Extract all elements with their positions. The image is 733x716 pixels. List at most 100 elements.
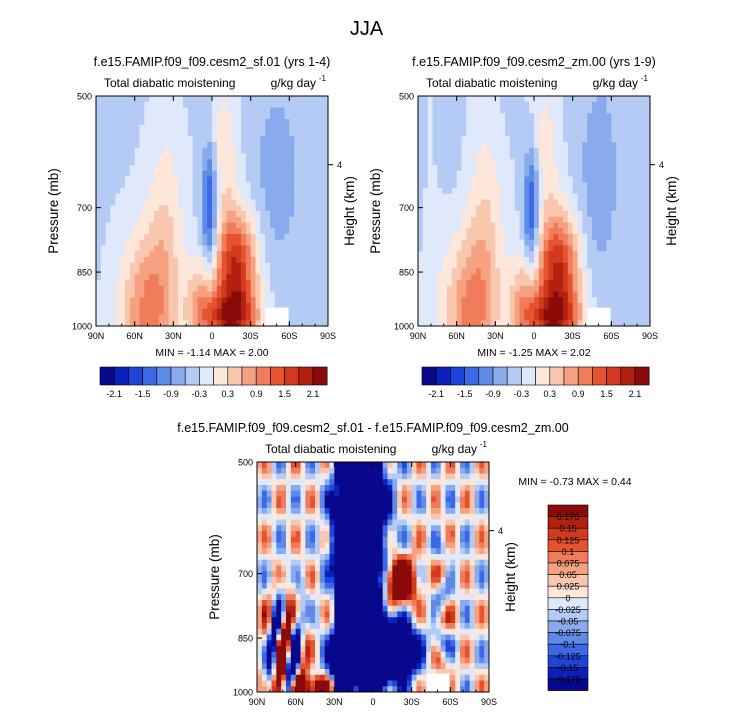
heatmap-cell: [422, 205, 429, 212]
heatmap-cell: [625, 199, 632, 206]
heatmap-cell: [601, 257, 607, 264]
heatmap-cell: [630, 119, 636, 126]
heatmap-cell: [363, 502, 369, 509]
heatmap-cell: [437, 182, 443, 189]
heatmap-cell: [368, 554, 374, 561]
heatmap-cell: [344, 577, 350, 584]
heatmap-cell: [144, 170, 150, 177]
heatmap-cell: [168, 285, 174, 292]
heatmap-cell: [318, 228, 324, 235]
heatmap-cell: [368, 559, 374, 566]
heatmap-cell: [100, 119, 107, 126]
heatmap-cell: [110, 101, 116, 108]
heatmap-cell: [299, 136, 305, 143]
heatmap-cell: [187, 107, 194, 114]
heatmap-cell: [587, 257, 593, 264]
heatmap-cell: [315, 473, 321, 480]
heatmap-cell: [442, 285, 448, 292]
heatmap-cell: [427, 205, 433, 212]
heatmap-cell: [500, 228, 506, 235]
heatmap-cell: [300, 559, 306, 566]
heatmap-cell: [611, 96, 617, 103]
heatmap-cell: [339, 502, 345, 509]
heatmap-cell: [319, 508, 326, 515]
heatmap-cell: [154, 147, 160, 154]
heatmap-cell: [538, 165, 545, 172]
heatmap-cell: [192, 153, 198, 160]
heatmap-cell: [241, 262, 247, 269]
heatmap-cell: [456, 297, 462, 304]
heatmap-cell: [587, 205, 593, 212]
heatmap-cell: [572, 251, 578, 258]
heatmap-cell: [558, 96, 564, 103]
heatmap-cell: [534, 245, 540, 252]
heatmap-cell: [290, 582, 297, 589]
heatmap-cell: [207, 159, 213, 166]
heatmap-cell: [192, 205, 198, 212]
heatmap-cell: [221, 199, 227, 206]
heatmap-cell: [125, 96, 131, 103]
heatmap-cell: [422, 136, 429, 143]
heatmap-cell: [303, 211, 310, 218]
heatmap-cell: [601, 291, 607, 298]
heatmap-cell: [421, 462, 427, 469]
heatmap-cell: [274, 216, 281, 223]
heatmap-cell: [450, 577, 456, 584]
heatmap-cell: [509, 211, 516, 218]
heatmap-cell: [207, 188, 213, 195]
heatmap-cell: [471, 182, 477, 189]
heatmap-cell: [294, 291, 300, 298]
heatmap-cell: [125, 101, 131, 108]
heatmap-cell: [630, 182, 636, 189]
heatmap-cell: [163, 308, 169, 315]
heatmap-cell: [363, 519, 369, 526]
heatmap-cell: [392, 508, 398, 515]
heatmap-cell: [207, 101, 213, 108]
heatmap-cell: [514, 165, 520, 172]
heatmap-cell: [587, 96, 593, 103]
heatmap-cell: [582, 113, 588, 120]
heatmap-cell: [461, 147, 467, 154]
heatmap-cell: [582, 222, 588, 229]
heatmap-cell: [187, 280, 194, 287]
heatmap-cell: [509, 239, 516, 246]
heatmap-cell: [466, 101, 472, 108]
heatmap-cell: [418, 228, 424, 235]
heatmap-cell: [460, 536, 466, 543]
heatmap-cell: [373, 519, 379, 526]
heatmap-cell: [460, 571, 466, 578]
heatmap-cell: [418, 136, 424, 143]
heatmap-cell: [416, 485, 422, 492]
heatmap-cell: [640, 119, 646, 126]
heatmap-cell: [645, 199, 651, 206]
heatmap-cell: [464, 554, 471, 561]
heatmap-cell: [440, 473, 446, 480]
heatmap-cell: [427, 130, 433, 137]
heatmap-cell: [397, 513, 403, 520]
heatmap-cell: [207, 251, 213, 258]
heatmap-cell: [236, 222, 242, 229]
heatmap-cell: [276, 582, 282, 589]
heatmap-cell: [207, 303, 213, 310]
heatmap-cell: [640, 245, 646, 252]
heatmap-cell: [621, 239, 627, 246]
heatmap-cell: [226, 101, 232, 108]
heatmap-cell: [110, 119, 116, 126]
heatmap-cell: [154, 222, 160, 229]
heatmap-cell: [592, 251, 598, 258]
heatmap-cell: [139, 182, 145, 189]
heatmap-cell: [115, 96, 121, 103]
heatmap-cell: [464, 548, 471, 555]
heatmap-cell: [270, 159, 276, 166]
heatmap-cell: [212, 222, 218, 229]
heatmap-cell: [187, 297, 194, 304]
heatmap-cell: [319, 502, 326, 509]
heatmap-cell: [294, 136, 300, 143]
heatmap-cell: [231, 165, 237, 172]
heatmap-cell: [281, 559, 287, 566]
heatmap-cell: [490, 182, 496, 189]
heatmap-cell: [484, 525, 490, 532]
heatmap-cell: [432, 222, 438, 229]
heatmap-cell: [289, 291, 295, 298]
heatmap-cell: [553, 239, 559, 246]
